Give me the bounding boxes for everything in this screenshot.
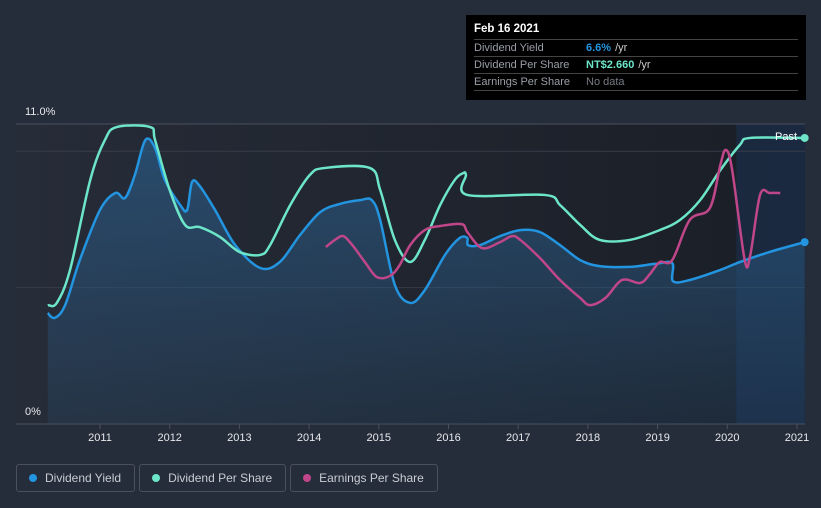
dividend-yield-area (47, 138, 805, 424)
x-tick-label: 2018 (576, 432, 600, 444)
x-tick-label: 2013 (227, 432, 251, 444)
dividend-per-share-end-dot (800, 133, 809, 142)
earnings-per-share-line (325, 148, 781, 307)
tooltip-row-earnings-per-share: Earnings Per Share No data (474, 74, 798, 91)
tooltip-row-dividend-yield: Dividend Yield 6.6%/yr (474, 40, 798, 57)
legend: Dividend Yield Dividend Per Share Earnin… (16, 464, 438, 492)
dividend-per-share-line (47, 124, 805, 308)
x-tick-label: 2019 (645, 432, 669, 444)
x-tick-label: 2017 (506, 432, 530, 444)
legend-dividend-per-share[interactable]: Dividend Per Share (139, 464, 287, 492)
dividend-yield-line (46, 137, 806, 320)
legend-earnings-per-share[interactable]: Earnings Per Share (290, 464, 438, 492)
dot-icon (152, 474, 161, 482)
dividend-yield-end-dot (800, 238, 809, 247)
x-tick-label: 2011 (88, 432, 112, 444)
dot-icon (29, 474, 37, 482)
y-axis-max-label: 11.0% (25, 106, 56, 118)
dot-icon (303, 474, 312, 482)
legend-dividend-yield[interactable]: Dividend Yield (16, 464, 136, 492)
x-tick-label: 2016 (436, 432, 460, 444)
x-tick-label: 2012 (157, 432, 181, 444)
tooltip-row-dividend-per-share: Dividend Per Share NT$2.660/yr (474, 57, 798, 74)
y-axis-min-label: 0% (25, 406, 41, 418)
x-tick-label: 2014 (297, 432, 321, 444)
tooltip: Feb 16 2021 Dividend Yield 6.6%/yr Divide… (466, 15, 806, 100)
tooltip-date: Feb 16 2021 (474, 23, 798, 40)
x-tick-label: 2015 (367, 432, 391, 444)
x-tick-label: 2021 (785, 432, 809, 444)
x-tick-label: 2020 (715, 432, 739, 444)
past-label: Past (775, 131, 797, 143)
